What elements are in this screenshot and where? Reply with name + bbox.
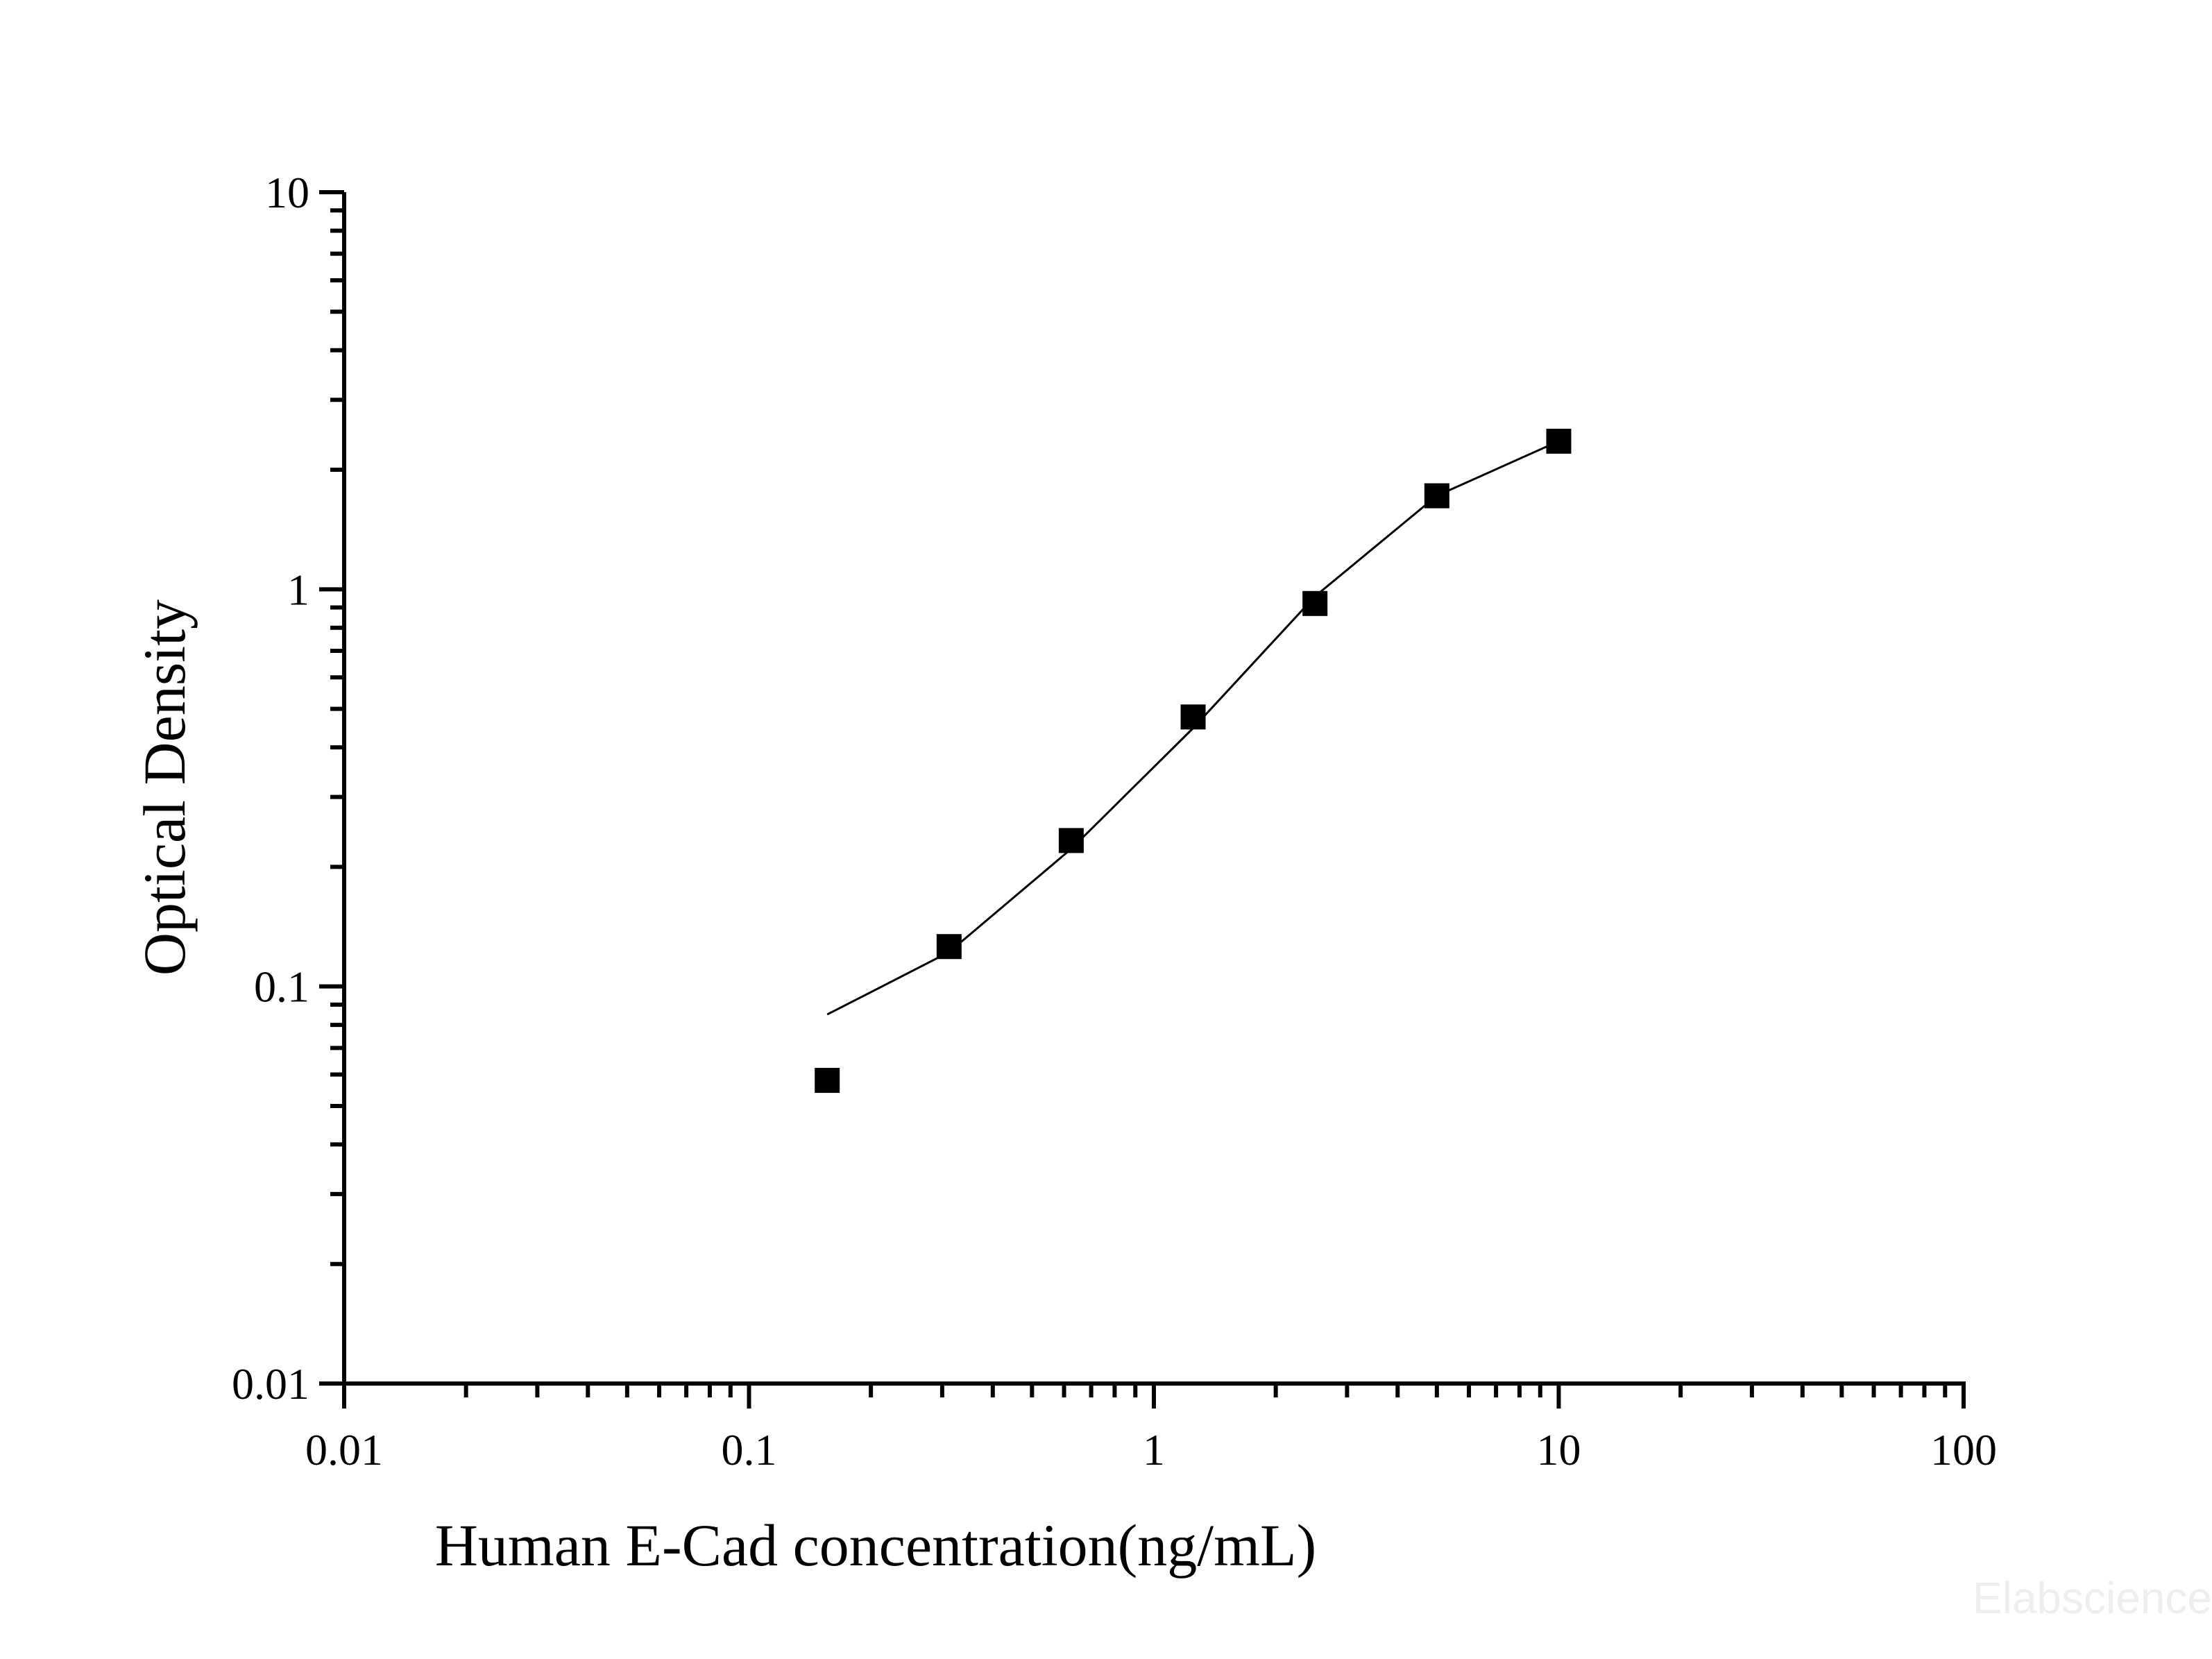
x-tick-label: 0.01 (305, 1425, 383, 1474)
data-point (1180, 704, 1206, 730)
x-tick-label: 1 (1143, 1425, 1165, 1474)
data-point (1546, 428, 1572, 454)
data-point (1302, 590, 1328, 616)
x-tick-label: 10 (1537, 1425, 1581, 1474)
data-point (815, 1068, 840, 1094)
axes (319, 190, 1966, 1409)
y-tick-label: 1 (287, 565, 309, 614)
data-point (1058, 828, 1084, 853)
tick-labels-group: 0.01 0.1 1 10 100 0.01 0.1 1 10 (232, 168, 1997, 1474)
y-tick-label: 10 (265, 168, 309, 217)
data-point (936, 934, 962, 960)
x-tick-label: 0.1 (722, 1425, 777, 1474)
data-point (1424, 483, 1449, 509)
watermark-text: Elabscience (1973, 1573, 2212, 1623)
y-tick-label: 0.01 (232, 1359, 309, 1409)
x-axis-title: Human E-Cad concentration(ng/mL) (435, 1512, 1316, 1579)
data-points-group (815, 428, 1572, 1094)
y-tick-label: 0.1 (254, 962, 309, 1012)
x-tick-label: 100 (1930, 1425, 1997, 1474)
y-axis-title: Optical Density (131, 599, 198, 976)
